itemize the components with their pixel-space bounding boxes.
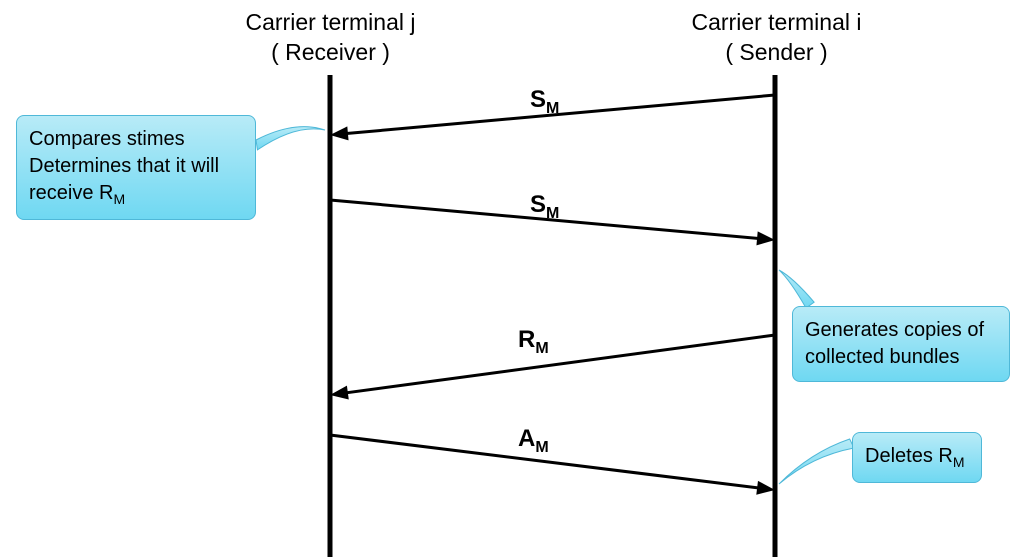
msg2-sub: M [546, 205, 559, 222]
msg1-sub: M [546, 100, 559, 117]
message-label-4: AM [518, 425, 549, 457]
message-label-1: SM [530, 86, 559, 118]
callout-generates: Generates copies ofcollected bundles [792, 306, 1010, 382]
callout-generates-text: Generates copies ofcollected bundles [805, 317, 997, 371]
callout-compares-text: Compares stimesDetermines that it willre… [29, 126, 243, 209]
msg3-main: R [518, 326, 535, 353]
message-label-2: SM [530, 191, 559, 223]
msg1-main: S [530, 86, 546, 113]
msg2-main: S [530, 191, 546, 218]
msg4-sub: M [535, 439, 548, 456]
callout-deletes: Deletes RM [852, 432, 982, 483]
message-label-3: RM [518, 326, 549, 358]
msg4-main: A [518, 425, 535, 452]
callout-compares: Compares stimesDetermines that it willre… [16, 115, 256, 220]
callout-deletes-text: Deletes RM [865, 443, 969, 472]
msg3-sub: M [535, 340, 548, 357]
